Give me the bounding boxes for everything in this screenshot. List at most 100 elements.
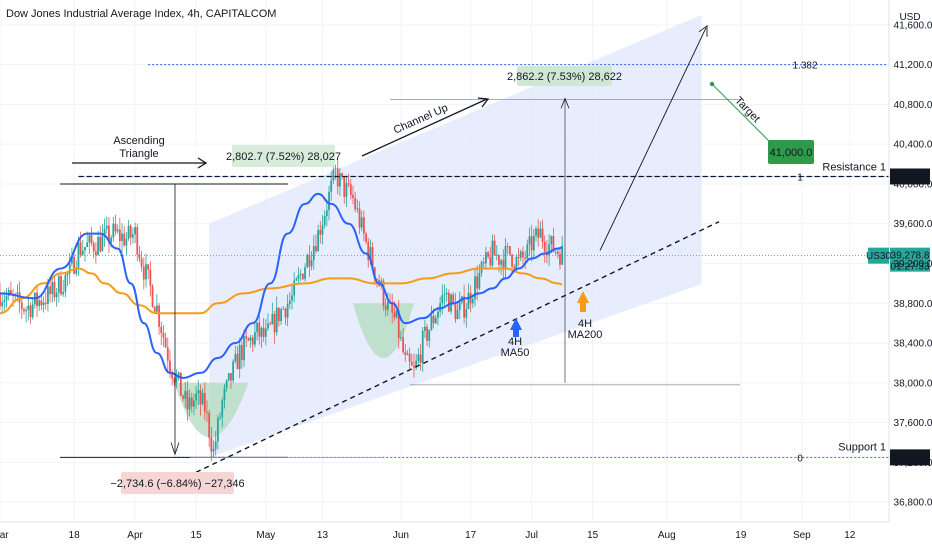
candle-body bbox=[406, 353, 409, 355]
candle-body bbox=[301, 273, 304, 280]
candle-body bbox=[554, 251, 557, 253]
candle-body bbox=[404, 352, 407, 355]
candle-body bbox=[548, 244, 550, 256]
candle-body bbox=[84, 246, 86, 251]
target-dot bbox=[709, 81, 715, 87]
candle-body bbox=[373, 267, 376, 280]
x-tick-label: 17 bbox=[465, 530, 477, 541]
ma50-line bbox=[0, 192, 563, 379]
candle-body bbox=[136, 227, 139, 255]
candle-body bbox=[60, 276, 62, 295]
candle-body bbox=[447, 292, 450, 312]
candle-body bbox=[42, 302, 45, 306]
candle-body bbox=[432, 315, 435, 324]
candle-body bbox=[153, 306, 156, 312]
y-tick-label: 39,200.0 bbox=[894, 259, 932, 270]
candle-body bbox=[64, 274, 67, 292]
candle-body bbox=[441, 295, 444, 304]
candle-body bbox=[251, 337, 254, 345]
candle-body bbox=[452, 294, 455, 303]
candle-body bbox=[184, 391, 187, 399]
x-ticks: Mar 18 Apr 15 May 13 Jun 17 Jul 15 Aug 19 Sep 12 bbox=[0, 530, 856, 541]
y-tick-label: 37,600.0 bbox=[894, 418, 932, 429]
candle-body bbox=[417, 354, 420, 361]
candle-body bbox=[402, 337, 405, 353]
x-tick-label: Mar bbox=[0, 530, 9, 541]
target-price-text: 41,000.0 bbox=[770, 147, 813, 159]
candle-body bbox=[352, 194, 354, 198]
measure-2-text: 2,862.2 (7.53%) 28,622 bbox=[507, 71, 622, 83]
countdown-text: 01:27:33 bbox=[891, 262, 930, 273]
candle-body bbox=[234, 353, 237, 362]
candle-body bbox=[541, 228, 544, 242]
channel-fill bbox=[209, 14, 702, 458]
candle-body bbox=[16, 292, 19, 295]
candle-body bbox=[203, 392, 206, 412]
candle-body bbox=[474, 276, 476, 299]
candle-body bbox=[164, 337, 167, 348]
candle-body bbox=[559, 253, 561, 265]
candle-body bbox=[160, 326, 163, 334]
candle-body bbox=[73, 256, 75, 274]
candle-body bbox=[482, 262, 485, 264]
candle-body bbox=[330, 180, 333, 192]
candle-body bbox=[114, 223, 117, 232]
candle-body bbox=[386, 301, 389, 310]
candle-body bbox=[476, 276, 479, 289]
candle-body bbox=[40, 300, 43, 306]
candle-body bbox=[99, 236, 102, 252]
candle-body bbox=[291, 295, 293, 301]
candle-body bbox=[94, 251, 97, 256]
candle-body bbox=[489, 256, 492, 266]
candle-body bbox=[513, 266, 516, 269]
candle-body bbox=[341, 173, 343, 177]
target-price-box bbox=[768, 140, 814, 164]
candle-body bbox=[454, 302, 457, 320]
current-price-text: 39,278.8 bbox=[891, 251, 930, 262]
candle-body bbox=[208, 412, 211, 438]
candle-body bbox=[271, 314, 274, 325]
candle-body bbox=[354, 197, 357, 210]
candle-body bbox=[552, 236, 555, 252]
x-tick-label: Aug bbox=[658, 530, 676, 541]
candle-body bbox=[68, 263, 71, 274]
y-tick-label: 40,000.0 bbox=[894, 179, 932, 190]
candle-body bbox=[419, 354, 422, 363]
candle-body bbox=[158, 305, 160, 327]
candle-body bbox=[238, 344, 241, 370]
candle-body bbox=[3, 300, 6, 303]
ma50-marker-label: 4H MA50 bbox=[501, 336, 530, 359]
candle-body bbox=[129, 225, 132, 238]
x-tick-label: 15 bbox=[587, 530, 599, 541]
candle-body bbox=[415, 360, 418, 368]
candle-body bbox=[463, 296, 466, 318]
y-tick-label: 41,600.0 bbox=[894, 20, 932, 31]
candle-body bbox=[408, 353, 411, 362]
chart-title: Dow Jones Industrial Average Index, 4h, … bbox=[6, 8, 276, 20]
channel-lower-line bbox=[195, 221, 720, 473]
candle-body bbox=[236, 353, 239, 370]
candle-body bbox=[51, 281, 54, 295]
candle-body bbox=[504, 245, 507, 270]
candle-body bbox=[349, 184, 352, 195]
candle-body bbox=[360, 217, 363, 228]
candle-body bbox=[182, 395, 184, 399]
candle-body bbox=[155, 305, 158, 312]
candle-body bbox=[171, 371, 174, 379]
x-tick-label: May bbox=[256, 530, 275, 541]
candle-body bbox=[62, 291, 65, 295]
candle-body bbox=[365, 233, 367, 242]
x-tick-label: 12 bbox=[844, 530, 856, 541]
candle-body bbox=[116, 229, 119, 232]
candle-body bbox=[166, 347, 169, 361]
candle-body bbox=[269, 323, 272, 325]
candle-body bbox=[262, 327, 265, 337]
candle-body bbox=[25, 310, 28, 312]
currency-label: USD bbox=[899, 12, 920, 23]
candle-body bbox=[391, 302, 394, 313]
symbol-box bbox=[868, 247, 889, 264]
candle-body bbox=[528, 236, 531, 245]
candle-body bbox=[132, 234, 134, 238]
